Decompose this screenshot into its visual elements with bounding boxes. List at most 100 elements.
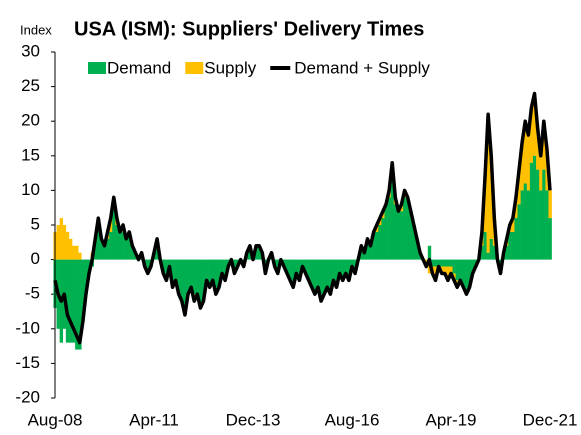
- bar: [325, 259, 330, 288]
- bar: [520, 141, 525, 191]
- bar: [347, 259, 351, 281]
- bar: [449, 259, 453, 267]
- legend-label: Demand + Supply: [294, 58, 430, 77]
- bar: [539, 190, 543, 260]
- bar: [115, 225, 119, 260]
- bar: [384, 204, 388, 260]
- bar: [195, 259, 200, 295]
- bar: [455, 259, 460, 281]
- bar: [529, 162, 534, 260]
- bar: [381, 218, 385, 260]
- bar: [56, 225, 60, 260]
- bar: [291, 259, 296, 288]
- bar: [316, 259, 320, 288]
- legend-label: Demand: [107, 58, 171, 77]
- bar: [96, 225, 101, 260]
- x-tick-label: Aug-16: [325, 410, 380, 429]
- bar: [65, 231, 70, 260]
- bar: [59, 218, 64, 260]
- bar: [75, 259, 79, 350]
- y-axis-label: Index: [20, 22, 52, 37]
- bar: [536, 128, 540, 170]
- bar: [322, 259, 327, 295]
- bar: [362, 252, 367, 260]
- bar: [350, 259, 354, 267]
- x-tick-label: Apr-11: [129, 410, 179, 429]
- bar: [220, 259, 224, 274]
- bar: [443, 259, 447, 267]
- bar: [112, 204, 116, 260]
- bar: [427, 245, 432, 260]
- bar: [319, 259, 323, 302]
- bar: [211, 259, 215, 281]
- bar: [285, 259, 289, 274]
- bar: [72, 259, 76, 343]
- legend-swatch: [185, 62, 204, 74]
- bar: [415, 238, 419, 260]
- bar: [406, 197, 410, 260]
- bar: [437, 259, 441, 267]
- bar: [526, 190, 531, 260]
- bar: [198, 259, 203, 309]
- bar: [217, 259, 221, 288]
- bar: [489, 155, 494, 239]
- bar: [297, 259, 302, 281]
- bar: [517, 169, 521, 205]
- bar: [294, 259, 299, 274]
- bar: [440, 259, 444, 267]
- chart-title: USA (ISM): Suppliers' Delivery Times: [74, 18, 424, 40]
- bar: [334, 259, 339, 288]
- legend-swatch: [88, 62, 106, 74]
- bar: [84, 259, 88, 295]
- bar: [514, 218, 518, 260]
- x-tick-label: Aug-08: [28, 410, 83, 429]
- bar: [480, 245, 484, 260]
- bar: [532, 93, 537, 156]
- bar: [452, 259, 456, 274]
- bar: [365, 238, 370, 260]
- bar: [124, 238, 129, 260]
- y-tick-label: 5: [31, 214, 40, 233]
- bar: [532, 155, 537, 260]
- bar: [433, 259, 438, 267]
- bar: [375, 231, 379, 260]
- bar: [99, 238, 104, 260]
- bar: [310, 259, 314, 288]
- bar: [78, 252, 82, 260]
- bar: [464, 259, 469, 295]
- bar: [511, 218, 515, 232]
- bar: [72, 245, 76, 260]
- bar: [106, 238, 110, 260]
- bar: [486, 114, 490, 253]
- bar: [536, 169, 540, 260]
- bar: [288, 259, 292, 281]
- bar: [338, 259, 342, 274]
- bar: [205, 259, 209, 281]
- bar: [130, 245, 135, 260]
- bar: [483, 231, 487, 260]
- bar: [109, 231, 113, 260]
- bar: [409, 211, 413, 260]
- legend-label: Supply: [204, 58, 256, 77]
- bar: [118, 231, 122, 260]
- y-tick-label: 30: [21, 41, 40, 60]
- bar: [505, 245, 509, 260]
- bar: [492, 245, 497, 260]
- bar: [548, 190, 552, 219]
- bar: [508, 231, 512, 260]
- bar: [208, 259, 212, 288]
- bar: [523, 183, 528, 260]
- bar: [68, 238, 73, 260]
- bar: [307, 259, 311, 281]
- bar: [192, 259, 197, 295]
- bar: [458, 259, 463, 281]
- y-tick-label: -10: [15, 318, 40, 337]
- bar: [300, 259, 305, 267]
- bar: [189, 259, 193, 288]
- bar: [171, 259, 175, 288]
- bar: [146, 259, 150, 274]
- y-tick-label: -5: [25, 284, 40, 303]
- bar: [177, 259, 181, 295]
- bar: [393, 204, 398, 260]
